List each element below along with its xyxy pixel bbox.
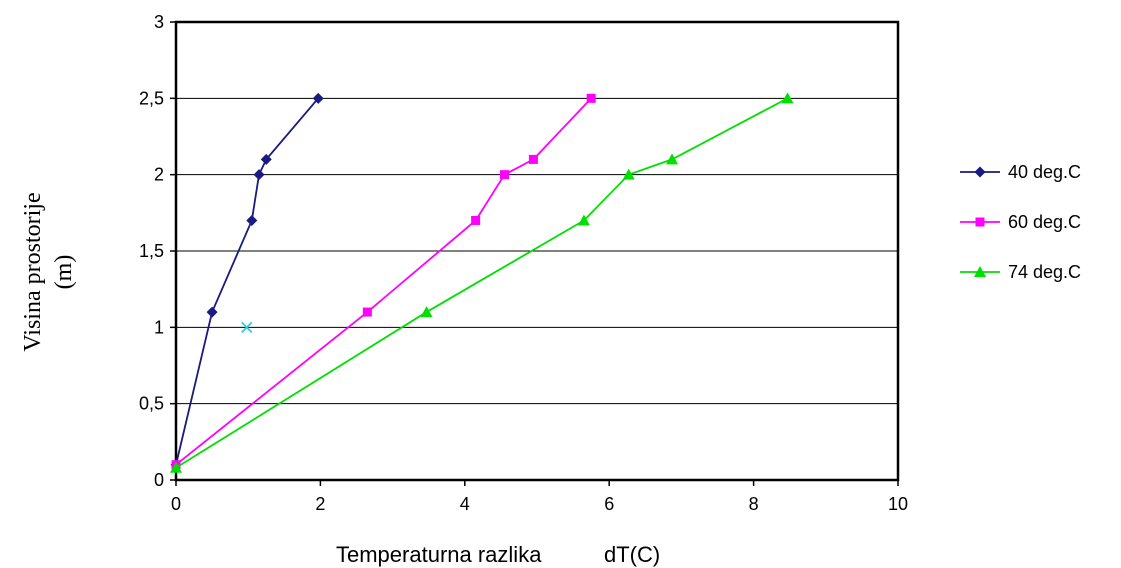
legend-marker: [975, 217, 985, 227]
x-axis-label: Temperaturna razlika: [336, 542, 542, 567]
legend: 40 deg.C 60 deg.C 74 deg.C: [960, 162, 1081, 282]
data-point: [206, 306, 218, 318]
data-point: [312, 92, 324, 104]
data-point: [170, 461, 182, 473]
y-axis-label: Visina prostorije (m): [20, 192, 77, 351]
y-tick-label: 0: [154, 470, 164, 490]
x-axis-unit: dT(C): [604, 542, 660, 567]
series-line: [175, 97, 788, 469]
data-point: [420, 306, 433, 318]
x-axis-ticks: 0 2 4 6 8 10: [171, 480, 908, 514]
data-point: [500, 170, 510, 180]
data-point: [471, 215, 481, 225]
legend-label: 60 deg.C: [1008, 212, 1081, 232]
y-axis-label-line-2: (m): [51, 255, 77, 290]
data-point: [528, 154, 538, 164]
stray-marker: [241, 321, 253, 333]
legend-item: 60 deg.C: [960, 212, 1081, 232]
legend-item: 40 deg.C: [960, 162, 1081, 182]
series-2: [171, 93, 596, 470]
legend-label: 74 deg.C: [1008, 262, 1081, 282]
series-line: [175, 97, 592, 466]
data-point: [246, 214, 258, 226]
extra-markers: [241, 321, 253, 333]
y-tick-label: 3: [154, 12, 164, 32]
x-tick-label: 6: [604, 494, 614, 514]
series-1: [170, 92, 324, 471]
series-line: [175, 97, 319, 465]
legend-marker: [974, 266, 986, 277]
y-tick-label: 1,5: [139, 241, 164, 261]
data-point: [253, 169, 265, 181]
x-tick-label: 0: [171, 494, 181, 514]
y-tick-label: 0,5: [139, 394, 164, 414]
y-tick-label: 2: [154, 165, 164, 185]
y-axis-label-line-1: Visina prostorije: [20, 192, 46, 351]
data-point: [362, 307, 372, 317]
y-axis-ticks: 0 0,5 1 1,5 2 2,5 3: [139, 12, 176, 490]
x-tick-label: 10: [888, 494, 908, 514]
x-tick-label: 8: [749, 494, 759, 514]
stray-marker-stroke: [241, 321, 253, 333]
data-point: [586, 93, 596, 103]
x-tick-label: 2: [315, 494, 325, 514]
legend-marker: [974, 166, 986, 178]
y-tick-label: 1: [154, 317, 164, 337]
data-point: [781, 92, 794, 104]
legend-item: 74 deg.C: [960, 262, 1081, 282]
data-point: [260, 153, 272, 165]
grid-lines: [176, 97, 898, 405]
x-tick-label: 4: [460, 494, 470, 514]
legend-label: 40 deg.C: [1008, 162, 1081, 182]
data-point: [666, 153, 679, 165]
series-3: [170, 92, 794, 473]
series-layer: [170, 92, 794, 473]
data-point: [622, 168, 635, 180]
y-tick-label: 2,5: [139, 88, 164, 108]
data-point: [577, 214, 590, 226]
